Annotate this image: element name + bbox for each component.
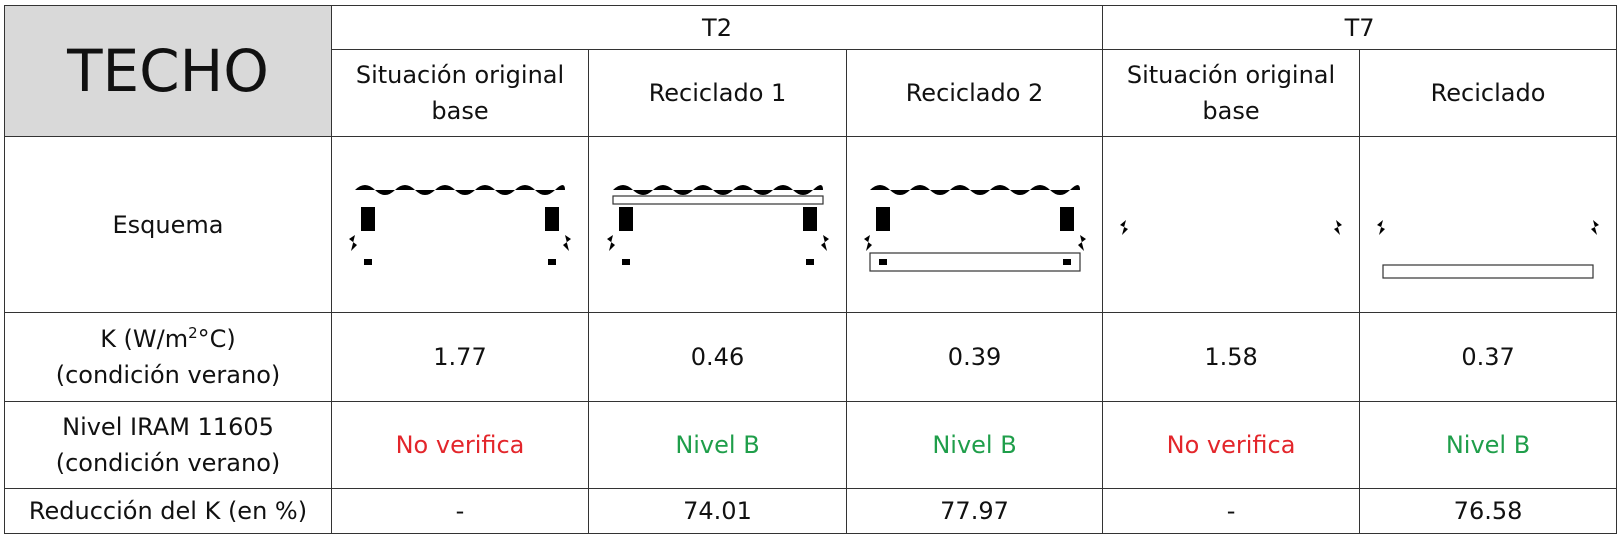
cell: 77.97 xyxy=(845,488,1104,534)
cell: 0.37 xyxy=(1359,312,1618,402)
label-part: °C) xyxy=(197,325,236,353)
column-header: Situación original base xyxy=(331,49,589,137)
label-part: (condición verano) xyxy=(55,361,281,389)
label-part: Nivel IRAM 11605 xyxy=(62,413,274,441)
group-header: T2 xyxy=(330,5,1104,50)
status-cell: No verifica xyxy=(1102,401,1361,489)
sketch xyxy=(345,165,575,285)
cell: 74.01 xyxy=(588,488,847,534)
status-cell: Nivel B xyxy=(845,401,1104,489)
cell: - xyxy=(331,488,589,534)
sketch-cell xyxy=(1359,136,1618,313)
group-header: T7 xyxy=(1102,5,1618,50)
sketch xyxy=(860,165,1090,285)
table-title: TECHO xyxy=(4,5,332,137)
status-cell: No verifica xyxy=(331,401,589,489)
column-header: Situación original base xyxy=(1102,49,1361,137)
cell: 1.77 xyxy=(331,312,589,402)
row-label: K (W/m2°C) (condición verano) xyxy=(4,312,332,402)
status-cell: Nivel B xyxy=(1359,401,1618,489)
column-header: Reciclado 2 xyxy=(845,49,1104,137)
sketch-cell xyxy=(845,136,1104,313)
row-label: Reducción del K (en %) xyxy=(4,488,332,534)
sketch-cell xyxy=(331,136,589,313)
label-part: (condición verano) xyxy=(55,449,281,477)
column-header: Reciclado xyxy=(1359,49,1618,137)
sketch xyxy=(1373,165,1603,285)
cell: 1.58 xyxy=(1102,312,1361,402)
column-header: Reciclado 1 xyxy=(588,49,847,137)
label-part: K (W/m xyxy=(100,325,189,353)
row-label: Esquema xyxy=(4,136,332,313)
sketch-cell xyxy=(588,136,847,313)
sketch xyxy=(1116,165,1346,285)
table: TECHO T2 T7 Situación original base Reci… xyxy=(4,5,1618,534)
row-label: Nivel IRAM 11605 (condición verano) xyxy=(4,401,332,489)
sketch-cell xyxy=(1102,136,1361,313)
cell: 0.46 xyxy=(588,312,847,402)
cell: 76.58 xyxy=(1359,488,1618,534)
cell: 0.39 xyxy=(845,312,1104,402)
status-cell: Nivel B xyxy=(588,401,847,489)
cell: - xyxy=(1102,488,1361,534)
label-part: 2 xyxy=(188,324,198,342)
sketch xyxy=(603,165,833,285)
